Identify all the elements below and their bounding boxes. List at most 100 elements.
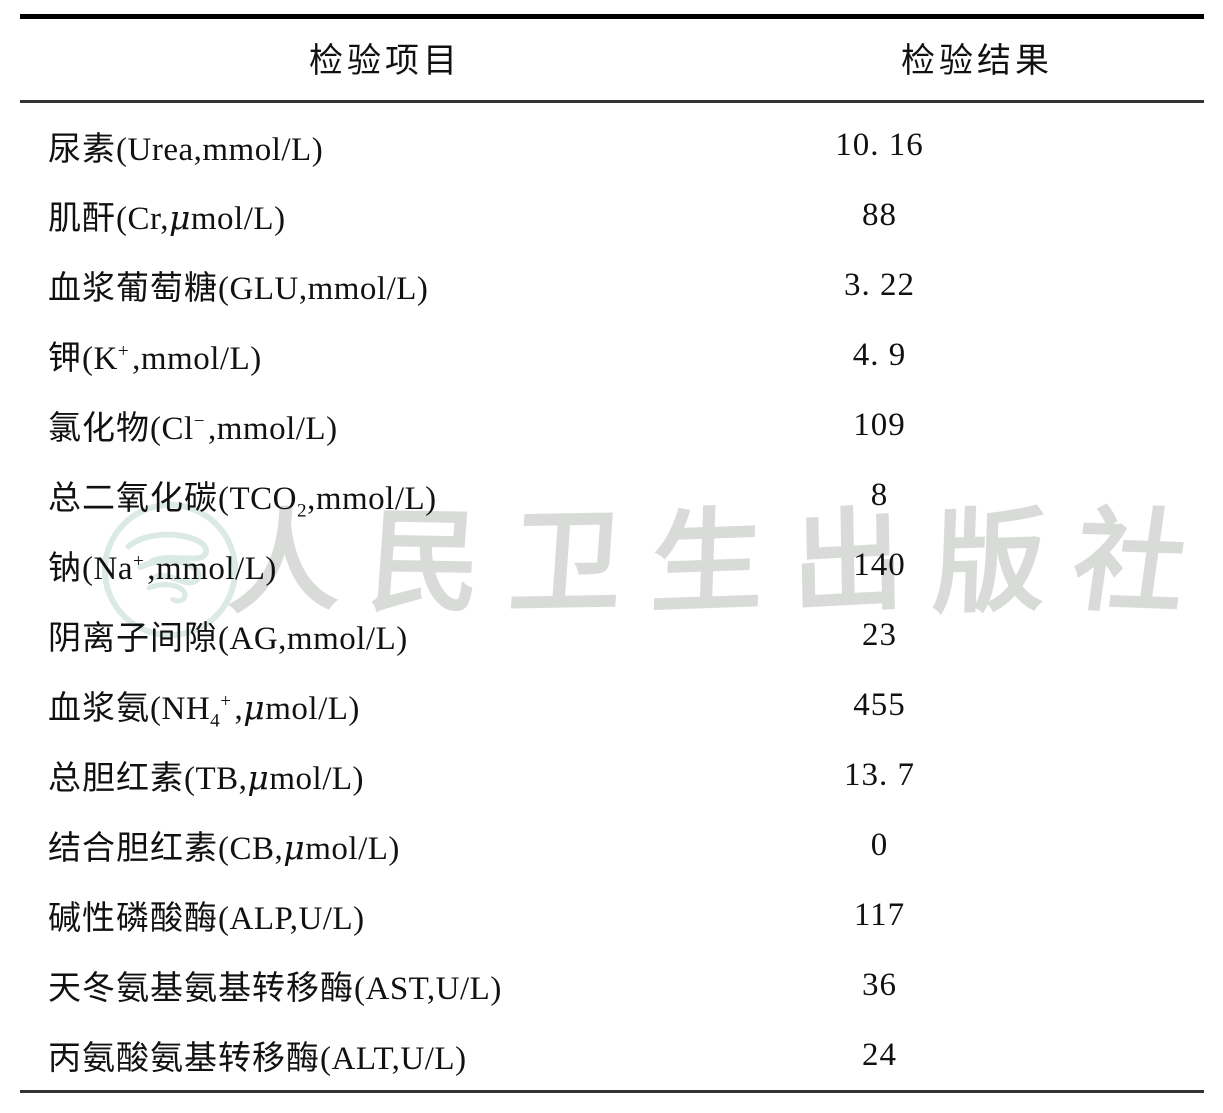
cell-result-value: 10. 16 (750, 103, 1204, 180)
analyte-unit: mol/L (190, 201, 275, 237)
table-body: 尿素(Urea,mmol/L) 10. 16 肌酐(Cr,μmol/L) 88 血浆葡萄… (20, 103, 1204, 1090)
result-value: 140 (853, 546, 906, 583)
analyte-name: 血浆葡萄糖 (48, 268, 218, 307)
analyte-unit: mol/L (269, 761, 353, 797)
table-row: 结合胆红素(CB,μmol/L) 0 (20, 810, 1204, 880)
results-table: 检验项目 检验结果 (20, 19, 1204, 100)
table-row: 总胆红素(TB,μmol/L) 13. 7 (20, 740, 1204, 810)
abbrev-subscript: 4 (210, 710, 221, 732)
analyte-abbrev: AST (365, 971, 427, 1007)
abbrev-ion-charge: − (193, 411, 205, 432)
analyte-abbrev: AG (229, 621, 279, 657)
table-top-rule (20, 14, 1204, 19)
table-row: 血浆葡萄糖(GLU,mmol/L) 3. 22 (20, 250, 1204, 320)
analyte-abbrev-unit: (NH4+,μmol/L) (150, 688, 360, 732)
analyte-abbrev: CB (229, 831, 275, 867)
analyte-unit: mol/L (265, 691, 349, 727)
cell-result-value: 0 (750, 810, 1204, 880)
cell-item-name: 结合胆红素(CB,μmol/L) (20, 810, 750, 880)
analyte-abbrev-unit: (TCO2,mmol/L) (218, 481, 437, 522)
analyte-abbrev-unit: (Cl−,mmol/L) (150, 411, 338, 447)
analyte-abbrev-unit: (AST,U/L) (354, 971, 502, 1007)
analyte-name: 天冬氨基氨基转移酶 (48, 968, 354, 1007)
micro-prefix: μ (247, 758, 270, 797)
abbrev-ion-charge: + (117, 341, 130, 362)
result-value: 23 (862, 616, 897, 653)
analyte-unit: U/L (400, 1041, 456, 1077)
analyte-abbrev-unit: (ALT,U/L) (320, 1041, 467, 1077)
result-value: 4. 9 (852, 336, 907, 373)
table-row: 丙氨酸氨基转移酶(ALT,U/L) 24 (20, 1020, 1204, 1090)
result-value: 117 (853, 896, 906, 933)
cell-result-value: 36 (750, 950, 1204, 1020)
micro-prefix: μ (243, 688, 266, 727)
analyte-unit: mol/L (305, 831, 389, 867)
result-value: 109 (853, 406, 906, 443)
analyte-name: 氯化物 (48, 408, 150, 447)
cell-result-value: 8 (750, 460, 1204, 530)
column-header-item: 检验项目 (309, 41, 461, 81)
table-row: 钠(Na+,mmol/L) 140 (20, 530, 1204, 600)
analyte-name: 阴离子间隙 (48, 618, 218, 657)
analyte-name: 总胆红素 (48, 758, 184, 797)
cell-item-name: 天冬氨基氨基转移酶(AST,U/L) (20, 950, 750, 1020)
analyte-abbrev-unit: (Urea,mmol/L) (116, 131, 324, 168)
table-bottom-rule (20, 1090, 1204, 1093)
analyte-abbrev: NH (161, 691, 211, 727)
analyte-name: 钾 (48, 338, 82, 377)
analyte-name: 血浆氨 (48, 688, 150, 727)
analyte-name: 丙氨酸氨基转移酶 (48, 1038, 320, 1077)
table-row: 天冬氨基氨基转移酶(AST,U/L) 36 (20, 950, 1204, 1020)
result-value: 10. 16 (835, 126, 924, 163)
analyte-abbrev: TB (195, 761, 239, 797)
cell-item-name: 总二氧化碳(TCO2,mmol/L) (20, 460, 750, 530)
analyte-abbrev: Cr (127, 201, 161, 237)
analyte-abbrev-unit: (TB,μmol/L) (184, 758, 365, 797)
analyte-unit: mmol/L (202, 131, 312, 168)
cell-result-value: 117 (750, 880, 1204, 950)
analyte-unit: mmol/L (286, 621, 397, 657)
analyte-name: 总二氧化碳 (48, 478, 218, 517)
analyte-abbrev: GLU (229, 271, 299, 307)
analyte-abbrev: K (93, 341, 118, 377)
cell-item-name: 氯化物(Cl−,mmol/L) (20, 390, 750, 460)
abbrev-ion-charge: + (220, 691, 232, 712)
cell-result-value: 13. 7 (750, 740, 1204, 810)
analyte-abbrev: ALT (331, 1041, 392, 1077)
cell-result-value: 24 (750, 1020, 1204, 1090)
table-row: 肌酐(Cr,μmol/L) 88 (20, 180, 1204, 250)
analyte-name: 碱性磷酸酶 (48, 898, 218, 937)
analyte-abbrev: TCO (229, 481, 297, 517)
micro-prefix: μ (283, 828, 306, 867)
cell-item-name: 钠(Na+,mmol/L) (20, 530, 750, 600)
analyte-abbrev-unit: (Cr,μmol/L) (116, 198, 286, 237)
cell-item-name: 阴离子间隙(AG,mmol/L) (20, 600, 750, 670)
table-row: 碱性磷酸酶(ALP,U/L) 117 (20, 880, 1204, 950)
micro-prefix: μ (168, 198, 191, 237)
cell-item-name: 血浆葡萄糖(GLU,mmol/L) (20, 250, 750, 320)
analyte-unit: mmol/L (156, 551, 266, 587)
result-value: 455 (853, 686, 906, 723)
cell-item-name: 血浆氨(NH4+,μmol/L) (20, 670, 750, 740)
analyte-abbrev: Na (93, 551, 133, 587)
header-row: 检验项目 检验结果 (20, 19, 1204, 100)
result-value: 88 (862, 196, 897, 233)
analyte-abbrev-unit: (ALP,U/L) (218, 901, 365, 937)
analyte-abbrev-unit: (GLU,mmol/L) (218, 271, 429, 307)
analyte-name: 钠 (48, 548, 82, 587)
result-value: 36 (862, 966, 897, 1003)
table-row: 氯化物(Cl−,mmol/L) 109 (20, 390, 1204, 460)
abbrev-subscript: 2 (297, 500, 308, 522)
analyte-abbrev: Cl (161, 411, 194, 447)
analyte-abbrev-unit: (Na+,mmol/L) (82, 551, 277, 587)
result-value: 8 (870, 476, 889, 513)
cell-result-value: 4. 9 (750, 320, 1204, 390)
analyte-unit: U/L (435, 971, 491, 1007)
cell-result-value: 140 (750, 530, 1204, 600)
table-row: 血浆氨(NH4+,μmol/L) 455 (20, 670, 1204, 740)
analyte-abbrev-unit: (AG,mmol/L) (218, 621, 408, 657)
lab-results-table: 检验项目 检验结果 尿素(Urea,mmol/L) 10. 16 肌酐(Cr,μmo… (20, 14, 1204, 1093)
analyte-abbrev: Urea (127, 131, 194, 168)
cell-item-name: 钾(K+,mmol/L) (20, 320, 750, 390)
analyte-name: 肌酐 (48, 198, 116, 237)
